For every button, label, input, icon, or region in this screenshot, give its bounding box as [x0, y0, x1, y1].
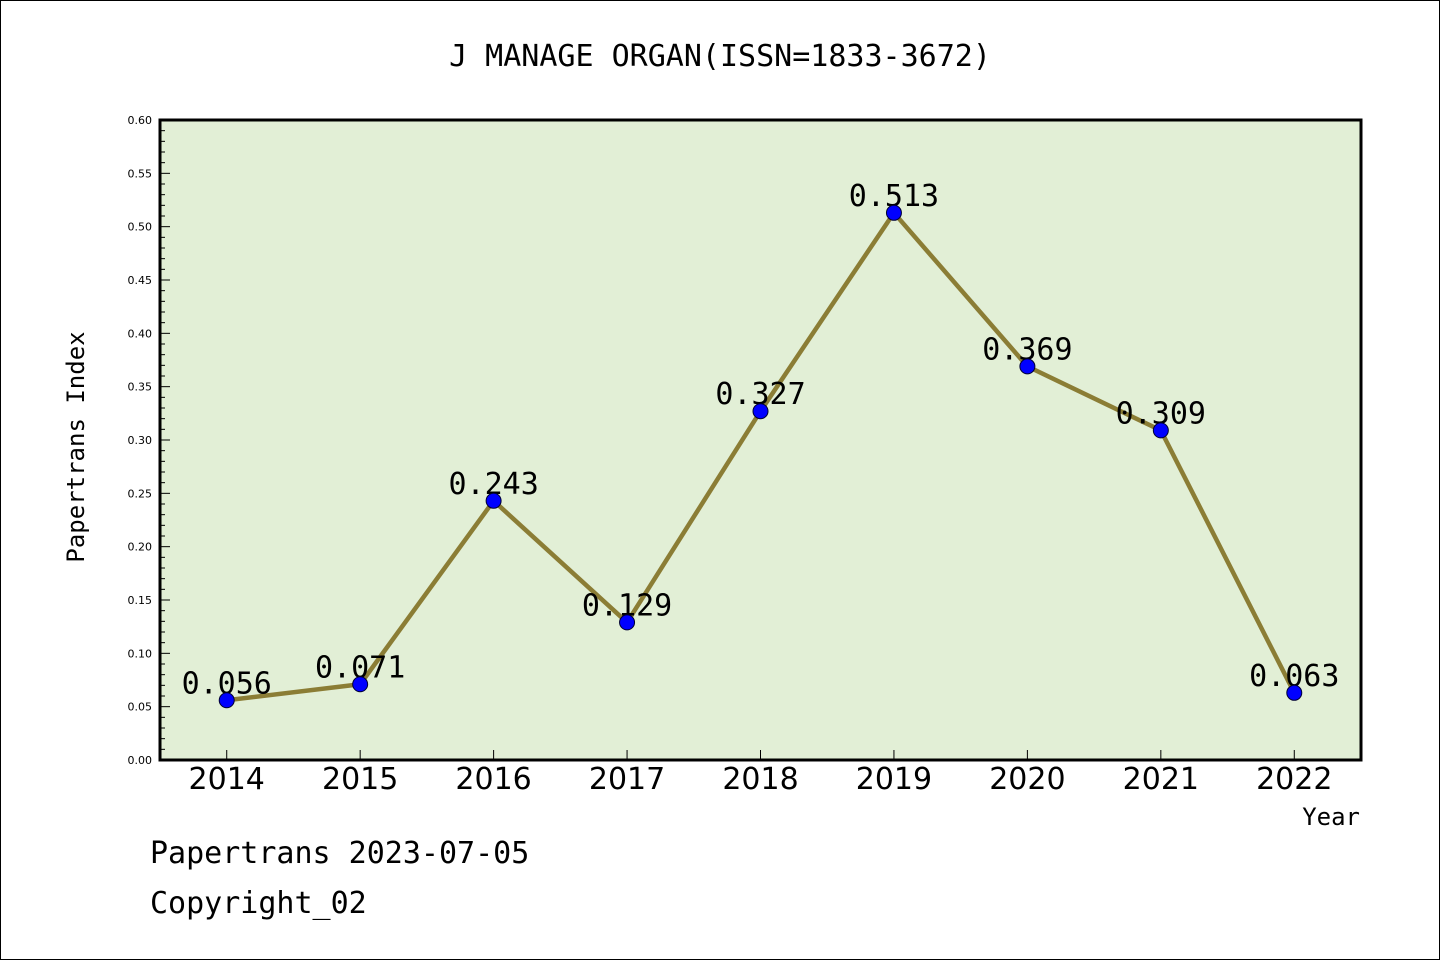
x-tick-label: 2017 — [589, 762, 665, 797]
x-tick-label: 2016 — [455, 762, 531, 797]
y-axis-label: Papertrans Index — [62, 331, 90, 562]
y-tick-label: 0.25 — [128, 487, 153, 500]
x-tick-label: 2020 — [989, 762, 1065, 797]
data-point — [485, 492, 502, 509]
y-tick-label: 0.60 — [128, 114, 153, 127]
y-tick-label: 0.15 — [128, 594, 153, 607]
source-date-text: Papertrans 2023-07-05 — [150, 836, 530, 871]
data-point — [218, 692, 235, 709]
y-tick-label: 0.35 — [128, 381, 153, 394]
copyright-text: Copyright_02 — [150, 886, 367, 921]
chart-title: J MANAGE ORGAN(ISSN=1833-3672) — [449, 39, 991, 74]
data-point — [352, 676, 369, 693]
data-point — [1152, 422, 1169, 439]
y-tick-label: 0.20 — [128, 541, 153, 554]
data-point — [752, 403, 769, 420]
data-point — [619, 614, 636, 631]
data-point — [885, 204, 902, 221]
y-tick-label: 0.30 — [128, 434, 153, 447]
x-tick-label: 2014 — [189, 762, 265, 797]
plot-border — [158, 118, 1363, 762]
y-tick-label: 0.10 — [128, 647, 153, 660]
plot-area — [160, 120, 1361, 760]
y-tick-label: 0.00 — [128, 754, 153, 767]
x-tick-label: 2021 — [1123, 762, 1199, 797]
x-tick-label: 2022 — [1256, 762, 1332, 797]
y-tick-label: 0.05 — [128, 701, 153, 714]
y-tick-label: 0.45 — [128, 274, 153, 287]
y-tick-label: 0.55 — [128, 167, 153, 180]
data-point — [1019, 358, 1036, 375]
x-tick-label: 2019 — [856, 762, 932, 797]
y-tick-label: 0.50 — [128, 221, 153, 234]
y-tick-label: 0.40 — [128, 327, 153, 340]
x-tick-label: 2018 — [722, 762, 798, 797]
data-point — [1286, 684, 1303, 701]
x-tick-label: 2015 — [322, 762, 398, 797]
x-axis-label: Year — [1302, 803, 1360, 831]
